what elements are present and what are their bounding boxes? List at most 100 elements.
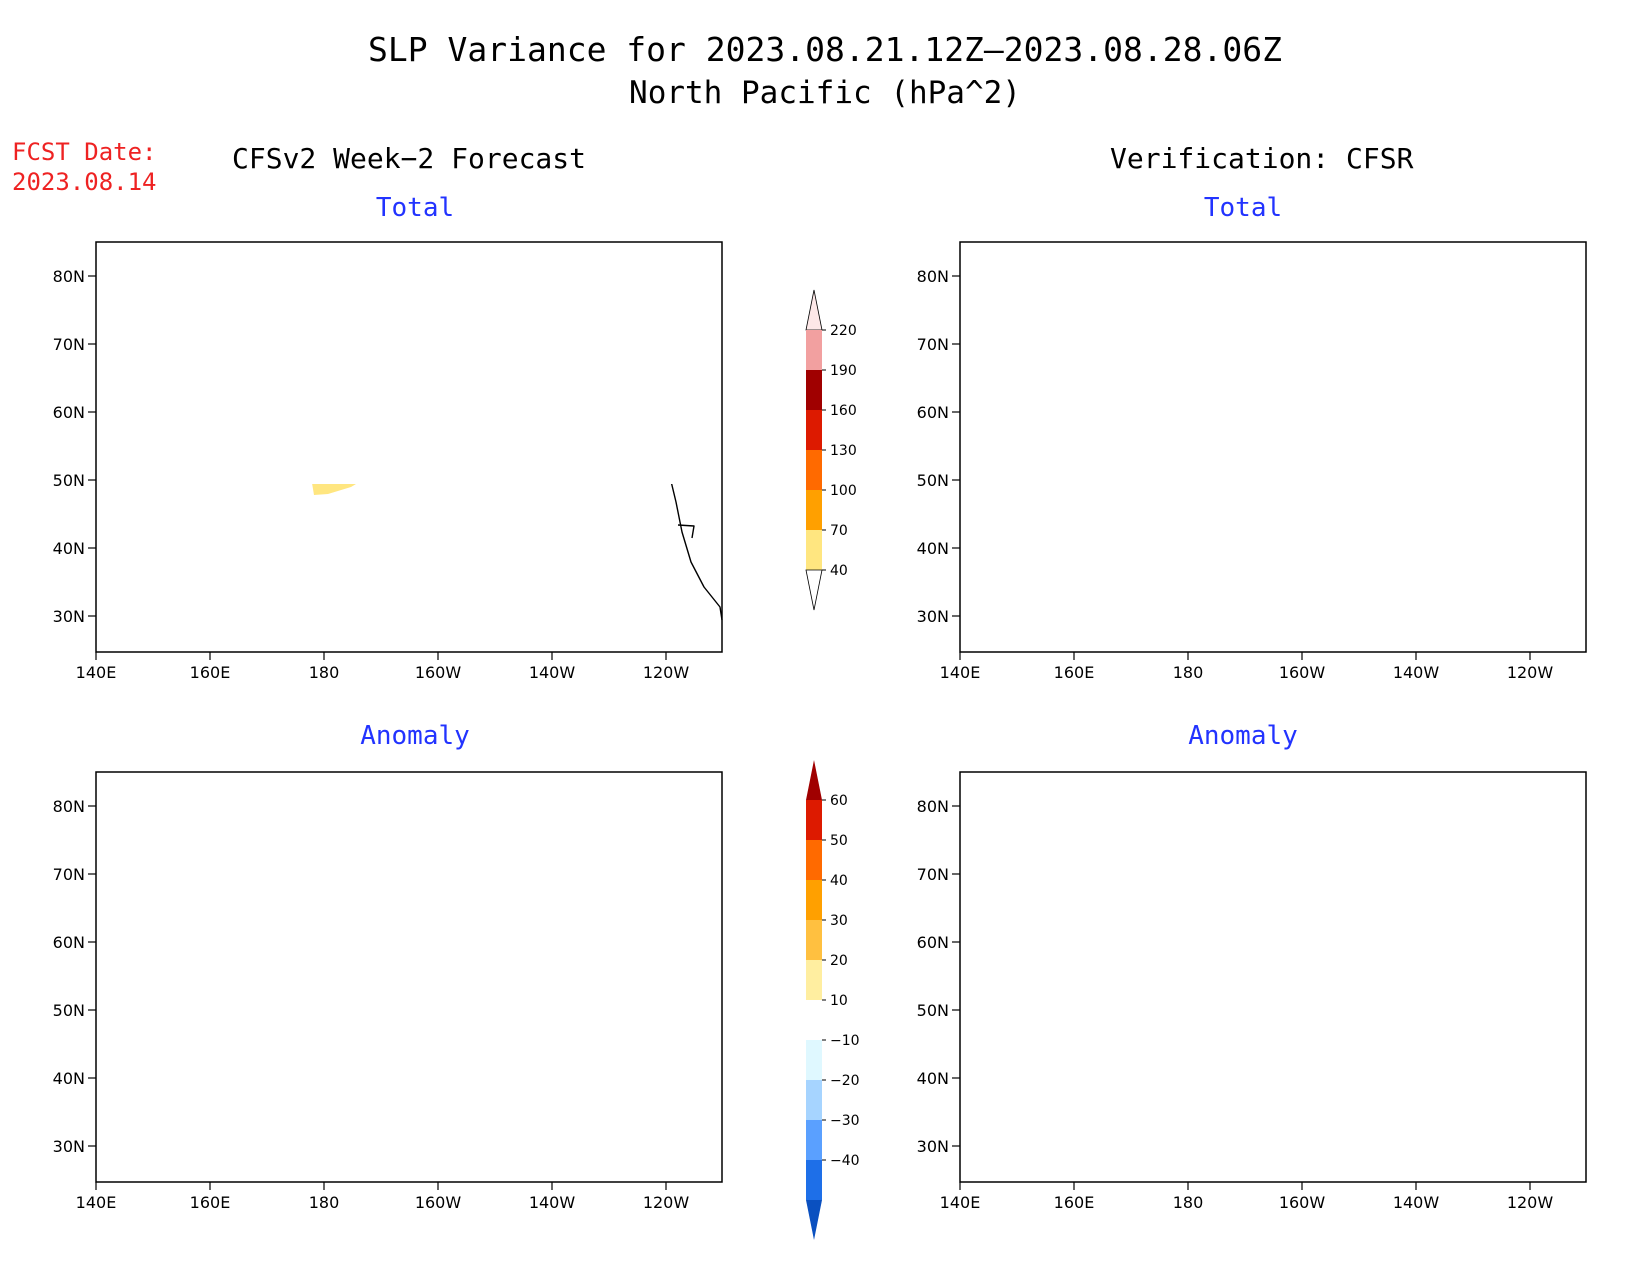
lat-tick-label: 50N — [917, 471, 949, 490]
colorbar-top-arrow — [806, 760, 822, 800]
lon-tick-label: 140E — [940, 663, 981, 682]
colorbar-swatch — [806, 370, 822, 410]
colorbar-label: 40 — [830, 563, 848, 579]
anomaly-colorbar: 60 50 40 30 20 10 −10 −20 −30 −40 — [806, 760, 860, 1240]
lat-tick-label: 30N — [53, 1137, 85, 1156]
lon-tick-label: 160W — [1279, 663, 1326, 682]
lon-tick-label: 140W — [1393, 663, 1440, 682]
colorbar-label: −10 — [830, 1033, 860, 1049]
colorbar-swatch — [806, 450, 822, 490]
map-verification-total — [960, 242, 1586, 652]
lat-tick-label: 80N — [53, 797, 85, 816]
lon-tick-label: 140E — [76, 1193, 117, 1212]
lat-tick-label: 50N — [917, 1001, 949, 1020]
lat-tick-label: 80N — [917, 797, 949, 816]
colorbar-label: 160 — [830, 403, 857, 419]
lon-tick-label: 160E — [190, 1193, 231, 1212]
map-forecast-total — [192, 484, 723, 652]
lat-tick-label: 70N — [917, 865, 949, 884]
right-column-heading: Verification: CFSR — [1110, 142, 1414, 175]
lon-tick-label: 140W — [529, 663, 576, 682]
lat-tick-label: 50N — [53, 1001, 85, 1020]
panel-title-verification-total: Total — [1203, 193, 1283, 223]
colorbar-swatch — [806, 1160, 822, 1200]
lat-tick-label: 70N — [53, 865, 85, 884]
colorbar-swatch — [806, 1120, 822, 1160]
lat-tick-label: 60N — [53, 403, 85, 422]
page-title: SLP Variance for 2023.08.21.12Z–2023.08.… — [368, 30, 1282, 69]
lon-tick-label: 160E — [1054, 1193, 1095, 1212]
lat-tick-label: 60N — [53, 933, 85, 952]
lat-tick-label: 40N — [917, 539, 949, 558]
colorbar-swatch — [806, 960, 822, 1000]
colorbar-swatch — [806, 920, 822, 960]
colorbar-label: 50 — [830, 833, 848, 849]
lon-tick-label: 180 — [309, 663, 340, 682]
colorbar-label: 10 — [830, 993, 848, 1009]
page-subtitle: North Pacific (hPa^2) — [629, 75, 1021, 111]
lon-tick-label: 180 — [309, 1193, 340, 1212]
colorbar-swatch — [806, 1080, 822, 1120]
frame-bl — [95, 771, 723, 1183]
total-colorbar: 220 190 160 130 100 70 40 — [805, 289, 857, 611]
frame-br — [959, 771, 1587, 1183]
lon-tick-label: 120W — [643, 663, 690, 682]
colorbar-swatch — [806, 530, 822, 570]
lon-tick-label: 120W — [643, 1193, 690, 1212]
lon-tick-label: 160E — [190, 663, 231, 682]
colorbar-label: 40 — [830, 873, 848, 889]
lon-tick-label: 140E — [940, 1193, 981, 1212]
lat-tick-label: 40N — [53, 1069, 85, 1088]
colorbar-top-arrow — [805, 289, 823, 331]
lon-tick-label: 160E — [1054, 663, 1095, 682]
colorbar-bottom-arrow — [805, 569, 823, 611]
colorbar-label: 130 — [830, 443, 857, 459]
lat-tick-label: 70N — [917, 335, 949, 354]
colorbar-swatch — [806, 840, 822, 880]
colorbar-label: 20 — [830, 953, 848, 969]
lat-tick-label: 30N — [917, 1137, 949, 1156]
lat-tick-label: 70N — [53, 335, 85, 354]
panel-title-verification-anomaly: Anomaly — [1188, 721, 1298, 751]
colorbar-label: 190 — [830, 363, 857, 379]
panel-title-forecast-anomaly: Anomaly — [360, 721, 470, 751]
lat-tick-label: 40N — [917, 1069, 949, 1088]
colorbar-label: 30 — [830, 913, 848, 929]
left-column-heading: CFSv2 Week−2 Forecast — [232, 142, 587, 175]
colorbar-bottom-arrow — [806, 1200, 822, 1240]
panel-title-forecast-total: Total — [375, 193, 455, 223]
colorbar-swatch — [806, 410, 822, 450]
lat-tick-label: 80N — [917, 267, 949, 286]
lon-tick-label: 140W — [1393, 1193, 1440, 1212]
lon-tick-label: 160W — [415, 1193, 462, 1212]
lat-tick-label: 60N — [917, 933, 949, 952]
colorbar-label: −30 — [830, 1113, 860, 1129]
colorbar-swatch — [806, 1000, 822, 1040]
lon-tick-label: 160W — [415, 663, 462, 682]
map-forecast-anomaly — [96, 772, 722, 1182]
lat-tick-label: 30N — [53, 607, 85, 626]
lon-tick-label: 180 — [1173, 1193, 1204, 1212]
lon-tick-label: 120W — [1507, 663, 1554, 682]
frame-tl — [95, 241, 723, 653]
colorbar-swatch — [806, 880, 822, 920]
colorbar-label: 220 — [830, 323, 857, 339]
colorbar-swatch — [806, 1040, 822, 1080]
colorbar-label: 100 — [830, 483, 857, 499]
lat-tick-label: 50N — [53, 471, 85, 490]
lon-tick-label: 140W — [529, 1193, 576, 1212]
lon-tick-label: 120W — [1507, 1193, 1554, 1212]
colorbar-swatch — [806, 330, 822, 370]
map-verification-anomaly — [960, 772, 1586, 1182]
colorbar-label: −40 — [830, 1153, 860, 1169]
frame-tr — [959, 241, 1587, 653]
colorbar-swatch — [806, 490, 822, 530]
lon-tick-label: 140E — [76, 663, 117, 682]
colorbar-label: 70 — [830, 523, 848, 539]
colorbar-label: −20 — [830, 1073, 860, 1089]
lat-tick-label: 80N — [53, 267, 85, 286]
lon-tick-label: 160W — [1279, 1193, 1326, 1212]
lat-tick-label: 30N — [917, 607, 949, 626]
forecast-date-label: FCST Date: — [12, 138, 157, 166]
